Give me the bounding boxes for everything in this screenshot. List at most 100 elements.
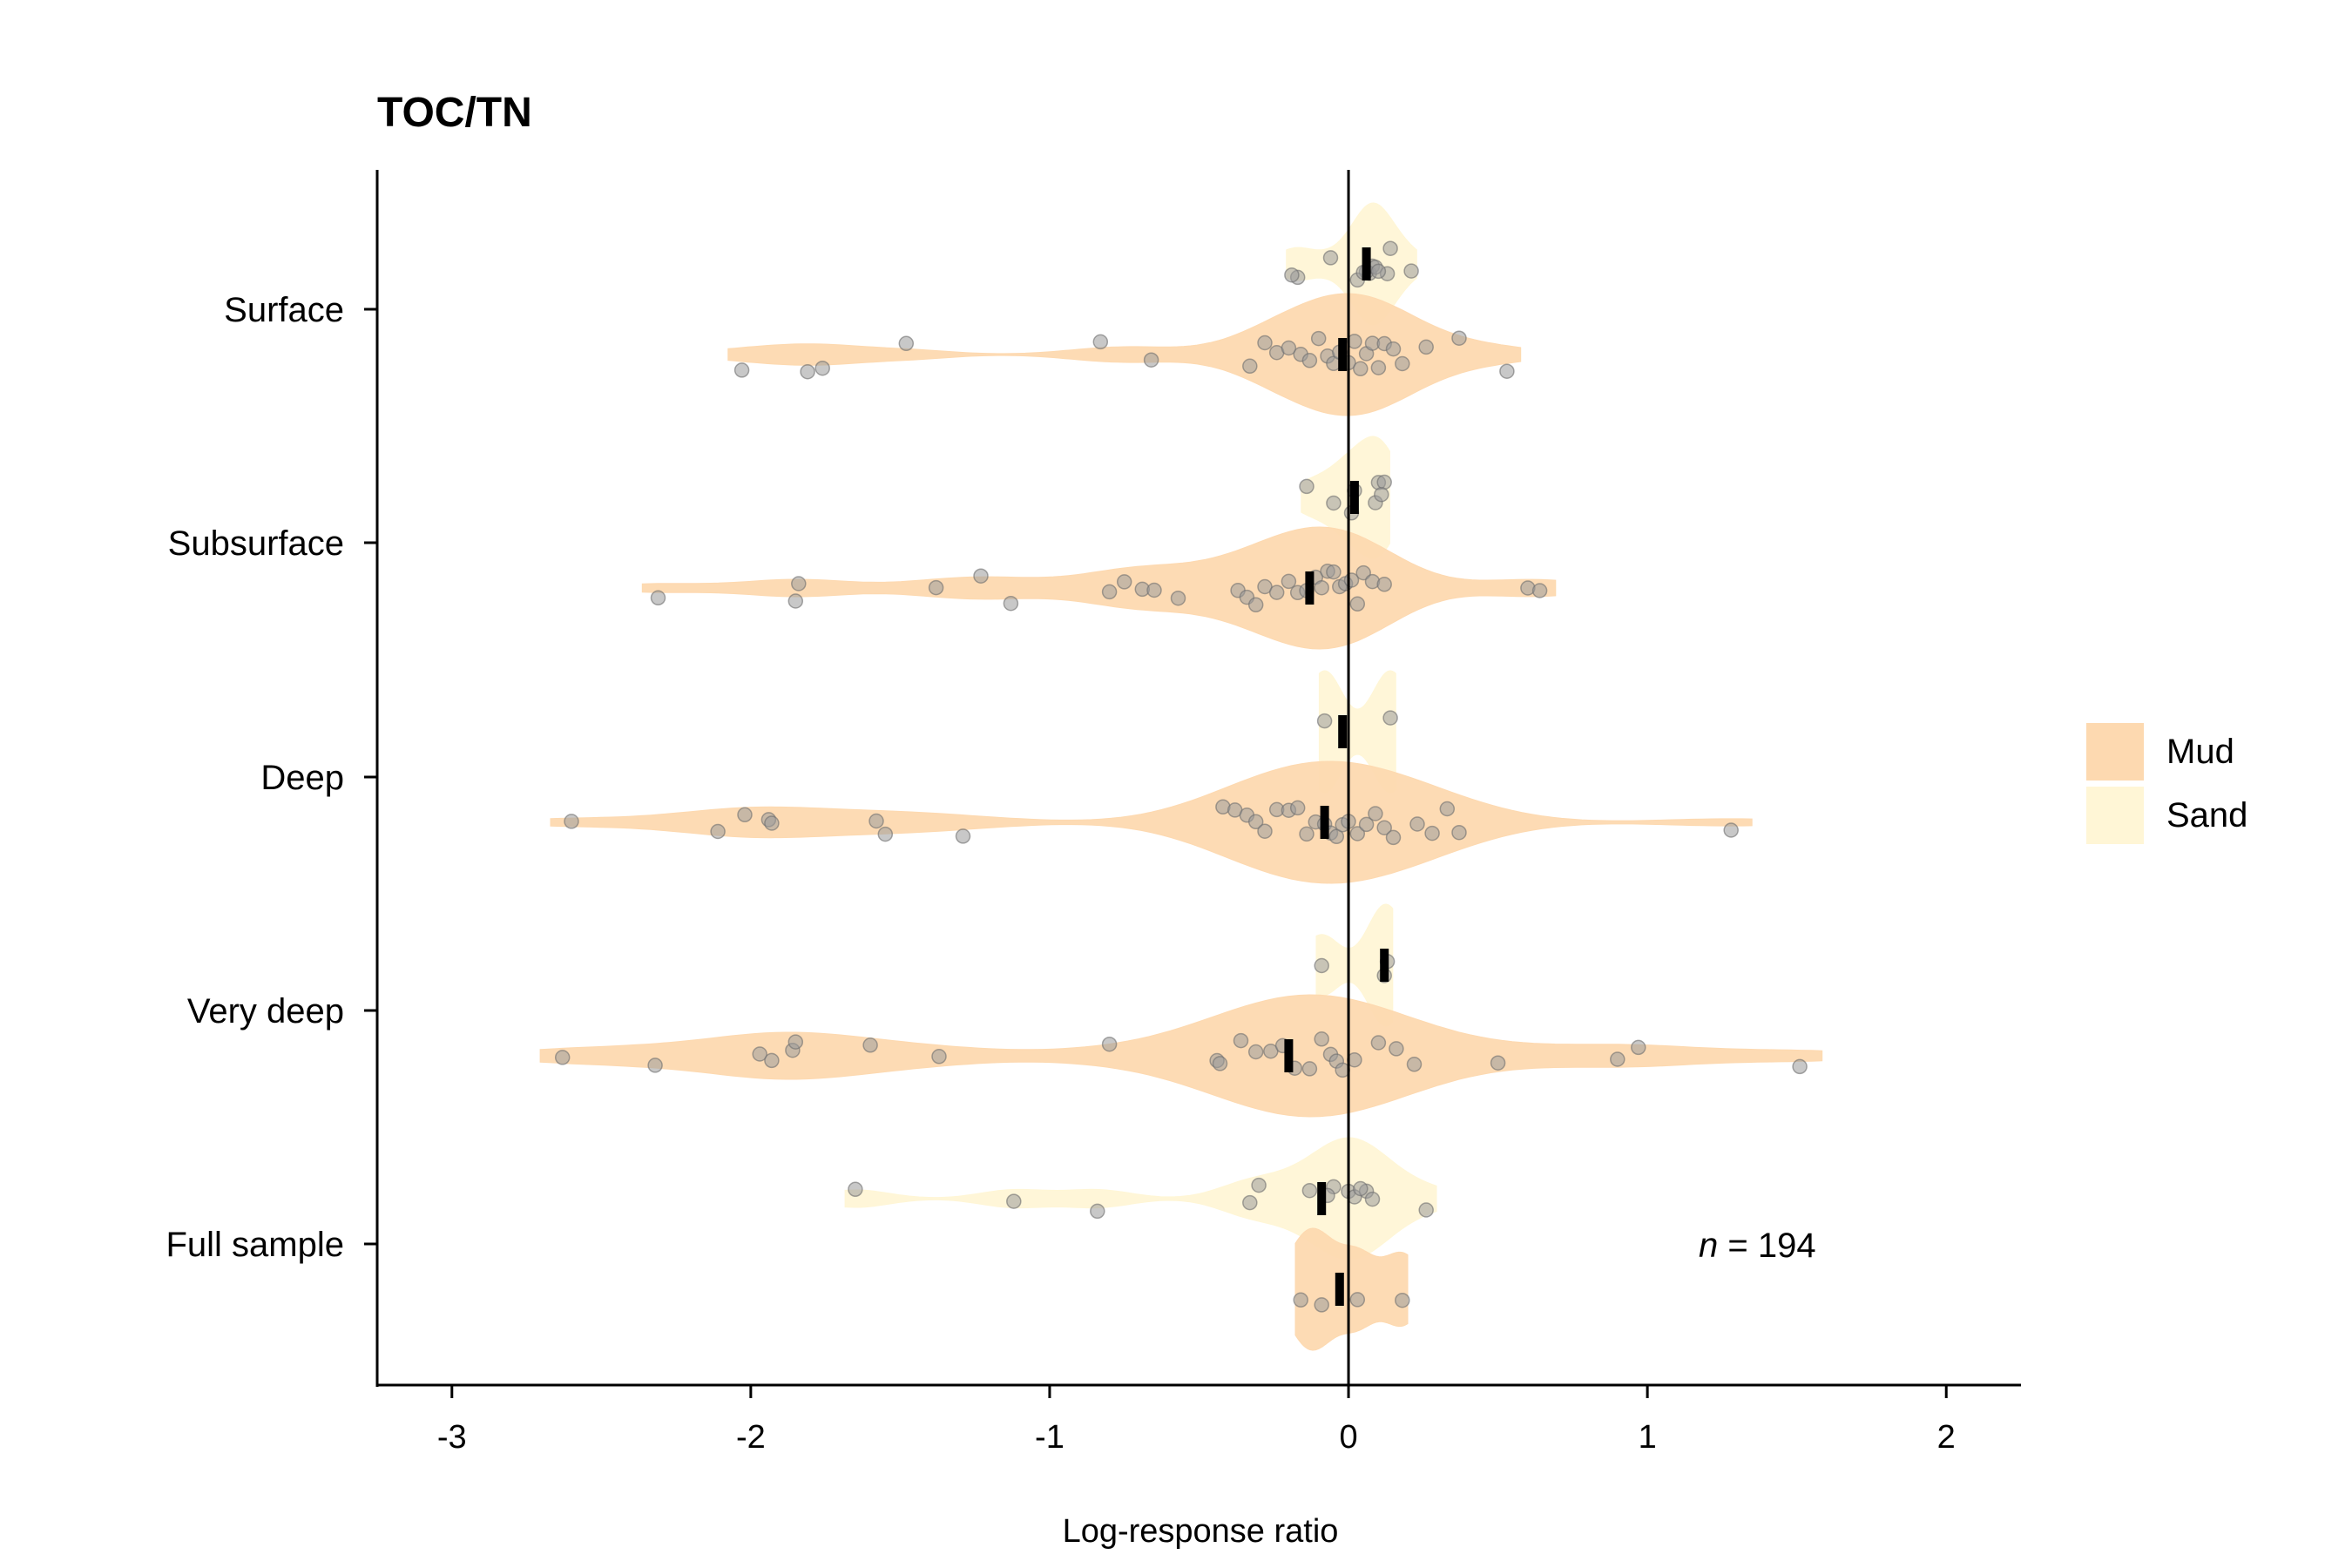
x-tick-label: -1 <box>1035 1419 1064 1456</box>
data-point <box>1349 596 1366 612</box>
data-point <box>928 579 944 596</box>
data-point <box>1409 816 1425 832</box>
median-layer <box>1284 247 1389 1306</box>
data-point <box>1212 1056 1228 1071</box>
x-tick-label: -3 <box>437 1419 467 1456</box>
data-point <box>787 1034 804 1050</box>
data-point <box>1293 1292 1308 1308</box>
y-tick-label: Deep <box>260 759 344 797</box>
data-point <box>1376 577 1392 592</box>
data-point <box>1146 582 1162 598</box>
data-point <box>1368 806 1383 821</box>
median-marker <box>1284 1039 1294 1072</box>
data-point <box>814 360 830 376</box>
data-point <box>1395 355 1410 372</box>
violin-mud <box>539 994 1823 1118</box>
data-point <box>1376 820 1392 835</box>
x-ticks: -3 -2 -1 0 1 2 <box>437 1385 1956 1456</box>
data-point <box>868 813 884 829</box>
data-point <box>787 593 804 609</box>
data-point <box>1316 713 1333 729</box>
violin-mud <box>727 293 1522 416</box>
x-tick-label: 2 <box>1937 1419 1956 1456</box>
data-point <box>1006 1193 1022 1209</box>
data-point <box>1301 1182 1318 1199</box>
data-point <box>752 1046 767 1062</box>
y-ticks: Surface Subsurface Deep Very deep Full sampl… <box>166 291 377 1264</box>
median-marker <box>1338 338 1348 371</box>
data-point <box>1242 1194 1258 1211</box>
violin-mud <box>641 526 1557 650</box>
data-point <box>1090 1203 1105 1220</box>
data-point <box>1092 334 1109 350</box>
data-point <box>1358 816 1375 833</box>
sample-size-italic: n <box>1699 1227 1718 1265</box>
data-point <box>1610 1051 1625 1067</box>
data-point <box>1723 822 1739 838</box>
legend-swatch-sand <box>2086 787 2144 844</box>
data-point <box>1314 957 1329 974</box>
violin-mud <box>1294 1227 1409 1351</box>
data-point <box>1170 590 1186 606</box>
data-point <box>1531 583 1548 598</box>
data-point <box>791 576 807 591</box>
median-marker <box>1320 806 1329 839</box>
data-point <box>1003 595 1019 612</box>
data-point <box>1490 1055 1506 1071</box>
data-point <box>1385 341 1402 357</box>
data-point <box>1284 267 1300 283</box>
median-marker <box>1380 949 1389 982</box>
median-marker <box>1305 571 1315 605</box>
data-point <box>1299 478 1315 495</box>
data-point <box>1101 1036 1118 1052</box>
data-point <box>1257 335 1273 351</box>
data-point <box>1326 564 1342 580</box>
data-point <box>1233 1032 1249 1049</box>
data-point <box>955 828 971 844</box>
data-point <box>1328 828 1345 845</box>
data-point <box>764 815 780 831</box>
data-point <box>1314 1297 1329 1313</box>
data-point <box>1101 584 1118 600</box>
violin-sand <box>844 1137 1437 1260</box>
data-point <box>1242 358 1258 375</box>
x-tick-label: 1 <box>1639 1419 1657 1456</box>
data-point <box>1314 1031 1329 1047</box>
data-point <box>1349 826 1366 841</box>
violin-layer <box>539 202 1823 1351</box>
violin-mud <box>550 760 1753 884</box>
data-point <box>1301 353 1318 368</box>
data-point <box>710 823 726 840</box>
data-point <box>1257 823 1273 839</box>
data-point <box>1403 263 1419 279</box>
data-point <box>1299 826 1315 842</box>
y-tick-label: Subsurface <box>168 524 344 563</box>
data-point <box>647 1058 663 1073</box>
data-point <box>1143 352 1159 368</box>
data-point <box>1370 1035 1387 1051</box>
median-marker <box>1317 1182 1327 1215</box>
data-point <box>1301 1061 1318 1077</box>
point-layer <box>554 240 1808 1313</box>
data-point <box>800 363 815 380</box>
data-point <box>1247 814 1264 830</box>
data-point <box>1382 710 1398 726</box>
data-point <box>1395 1292 1410 1308</box>
median-marker <box>1349 481 1359 514</box>
data-point <box>931 1049 947 1064</box>
data-point <box>1451 330 1467 346</box>
data-point <box>1499 363 1515 379</box>
data-point <box>737 807 753 823</box>
data-point <box>898 335 915 352</box>
data-point <box>973 568 989 584</box>
data-point <box>1268 585 1285 600</box>
data-point <box>1326 495 1342 511</box>
x-axis-label: Log-response ratio <box>1063 1513 1339 1550</box>
data-point <box>1281 573 1297 590</box>
data-point <box>554 1050 571 1065</box>
data-point <box>1353 361 1369 377</box>
data-point <box>1418 339 1434 355</box>
data-point <box>877 826 894 842</box>
data-point <box>1281 340 1297 356</box>
data-point <box>1424 825 1440 841</box>
